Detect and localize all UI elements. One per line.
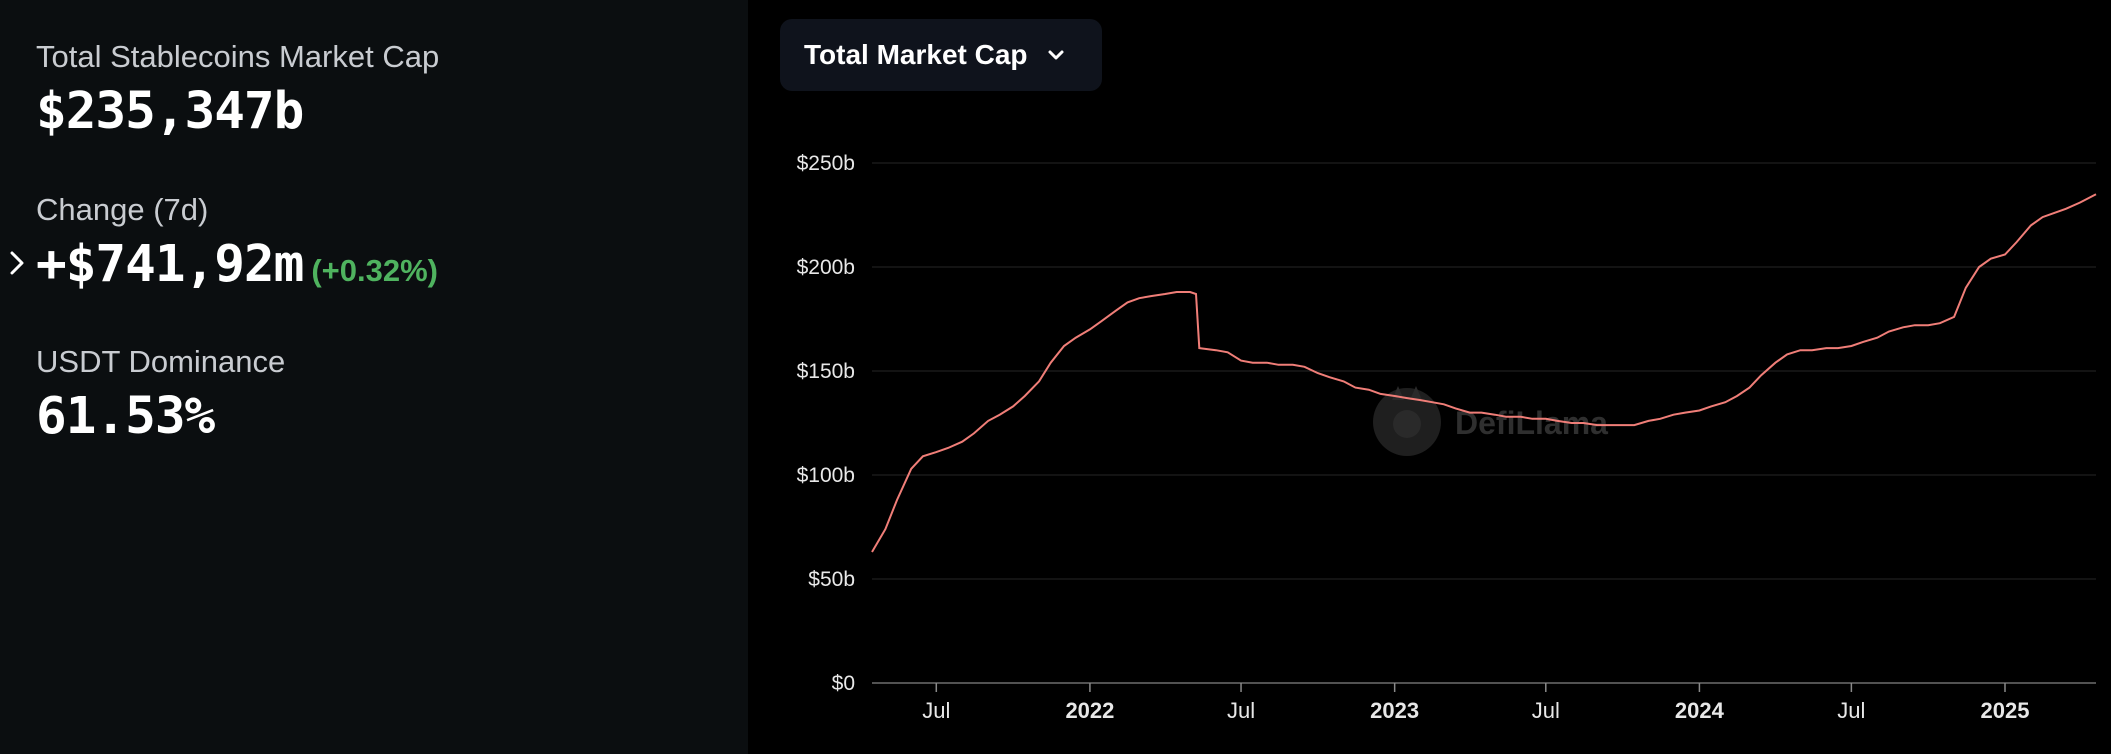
x-axis: Jul 2022 Jul 2023 Jul 2024 Jul 2025: [922, 683, 2029, 723]
x-tick-label: Jul: [922, 698, 950, 723]
change-7d-row: +$741,92m (+0.32%): [36, 239, 438, 290]
y-tick-label: $100b: [797, 464, 855, 487]
change-7d-label: Change (7d): [36, 192, 209, 227]
metric-select-dropdown[interactable]: Total Market Cap: [780, 19, 1102, 91]
llama-logo-icon: [1373, 386, 1441, 456]
market-cap-line: [871, 193, 2097, 553]
expand-chevron-icon[interactable]: [6, 248, 28, 278]
y-tick-label: $0: [832, 672, 855, 695]
change-7d-percent: (+0.32%): [311, 253, 438, 288]
stats-panel: Total Stablecoins Market Cap $235,347b C…: [0, 0, 748, 754]
usdt-dominance-label: USDT Dominance: [36, 344, 286, 379]
metric-select-label: Total Market Cap: [804, 39, 1028, 70]
x-tick-label: Jul: [1532, 698, 1560, 723]
chevron-down-icon: [1048, 50, 1064, 60]
y-tick-label: $200b: [797, 256, 855, 279]
total-market-cap-stat: Total Stablecoins Market Cap $235,347b: [36, 41, 439, 137]
y-tick-label: $150b: [797, 360, 855, 383]
chart-grid: [872, 162, 2096, 684]
usdt-dominance-stat: USDT Dominance 61.53%: [36, 346, 285, 442]
total-market-cap-label: Total Stablecoins Market Cap: [36, 39, 440, 74]
x-tick-label: 2023: [1370, 698, 1419, 723]
change-7d-stat: Change (7d) +$741,92m (+0.32%): [36, 194, 438, 290]
defillama-watermark: DefiLlama: [1373, 386, 1608, 456]
total-market-cap-value: $235,347b: [36, 82, 304, 141]
y-tick-label: $250b: [797, 152, 855, 175]
x-tick-label: Jul: [1227, 698, 1255, 723]
usdt-dominance-value: 61.53%: [36, 387, 215, 446]
y-tick-label: $50b: [808, 568, 855, 591]
x-tick-label: 2024: [1675, 698, 1725, 723]
x-tick-label: Jul: [1837, 698, 1865, 723]
change-7d-value: +$741,92m: [36, 235, 304, 294]
y-axis: $0 $50b $100b $150b $200b $250b: [797, 152, 855, 695]
chart-panel: [748, 0, 2111, 754]
x-tick-label: 2022: [1065, 698, 1114, 723]
x-tick-label: 2025: [1981, 698, 2030, 723]
